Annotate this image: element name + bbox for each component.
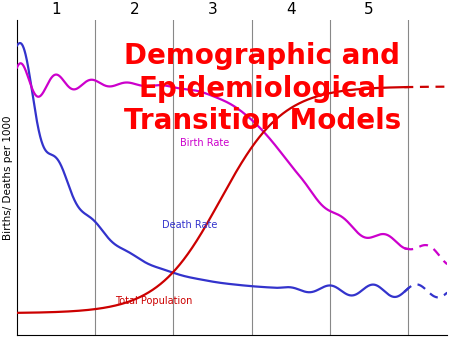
Text: Birth Rate: Birth Rate: [180, 138, 230, 148]
Text: Death Rate: Death Rate: [162, 220, 217, 230]
Text: Total Population: Total Population: [115, 296, 192, 306]
Y-axis label: Births/ Deaths per 1000: Births/ Deaths per 1000: [3, 116, 13, 240]
Text: 2: 2: [130, 2, 139, 17]
Text: Demographic and
Epidemiological
Transition Models: Demographic and Epidemiological Transiti…: [124, 43, 401, 135]
Text: 5: 5: [364, 2, 374, 17]
Text: 3: 3: [207, 2, 217, 17]
Text: 1: 1: [51, 2, 61, 17]
Text: 4: 4: [286, 2, 296, 17]
